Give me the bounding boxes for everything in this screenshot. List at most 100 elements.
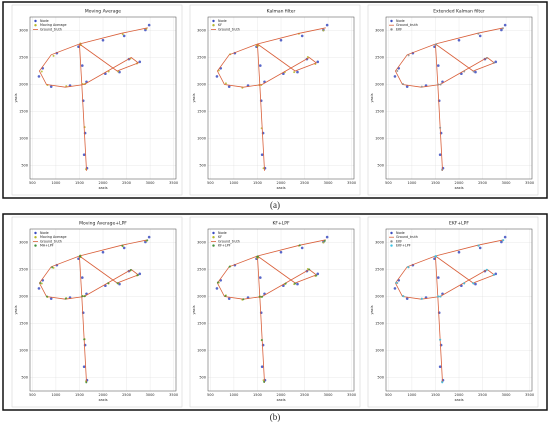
x-axis-label: xaxis: [98, 398, 107, 402]
legend-swatch: [34, 24, 37, 27]
point: [474, 282, 477, 286]
plot-area: [385, 16, 533, 180]
point: [500, 240, 503, 244]
y-tick-label: 500: [199, 376, 206, 380]
y-tick-label: 3000: [197, 241, 206, 245]
x-tick-label: 500: [207, 393, 214, 397]
x-tick-label: 1000: [229, 393, 238, 397]
point: [433, 257, 436, 261]
legend-swatch: [212, 19, 215, 23]
x-tick-label: 2000: [99, 181, 108, 185]
point: [472, 70, 475, 73]
point: [502, 239, 505, 242]
y-tick-label: 2500: [19, 268, 28, 272]
legend-label: EKF: [396, 239, 402, 243]
y-tick-label: 1500: [375, 322, 384, 326]
point: [215, 287, 219, 290]
y-tick-label: 3000: [19, 241, 28, 245]
chart-title: Moving Average: [85, 9, 121, 15]
plot-area: [29, 16, 177, 180]
point: [457, 250, 461, 254]
legend-label: Ground_truth: [218, 27, 240, 31]
y-tick-label: 500: [21, 164, 28, 168]
point: [81, 295, 84, 298]
x-tick-label: 2500: [122, 393, 131, 397]
y-tick-label: 1000: [19, 349, 28, 353]
point: [395, 281, 398, 284]
point: [485, 57, 488, 60]
point: [405, 85, 409, 88]
point: [420, 85, 423, 88]
point: [463, 282, 466, 285]
point: [436, 276, 440, 279]
point: [37, 75, 41, 78]
legend-swatch: [212, 24, 215, 27]
point: [503, 235, 507, 239]
legend-label: EKF+LPF: [396, 244, 411, 248]
point: [215, 75, 219, 78]
x-tick-label: 2000: [455, 393, 464, 397]
point: [77, 45, 80, 48]
legend-label: Ground_truth: [40, 27, 62, 31]
point: [477, 32, 480, 35]
y-tick-label: 2500: [375, 268, 384, 272]
point: [474, 70, 477, 74]
y-tick-label: 2000: [375, 83, 384, 87]
point: [263, 380, 266, 383]
point: [439, 83, 442, 86]
x-tick-label: 2500: [300, 393, 309, 397]
point: [80, 276, 84, 279]
point: [402, 295, 405, 298]
chart-title: Extended Kalman filter: [433, 9, 485, 15]
point: [138, 272, 142, 276]
point: [492, 273, 495, 276]
point: [393, 287, 397, 290]
x-tick-label: 2000: [277, 393, 286, 397]
point: [224, 294, 227, 297]
point: [494, 60, 498, 64]
x-tick-label: 1500: [75, 393, 84, 397]
y-tick-label: 2000: [19, 295, 28, 299]
x-tick-label: 3500: [525, 393, 534, 397]
point: [407, 266, 410, 269]
point: [39, 282, 42, 284]
y-tick-label: 3000: [19, 29, 28, 33]
y-tick-label: 1500: [19, 322, 28, 326]
x-tick-label: 3500: [347, 181, 356, 185]
point: [260, 153, 264, 156]
point: [438, 153, 442, 156]
point: [227, 85, 231, 88]
chart-title: Moving Average+LPF: [79, 221, 127, 227]
point: [261, 295, 264, 298]
y-tick-label: 3000: [375, 241, 384, 245]
point: [49, 297, 53, 300]
x-axis-label: xaxis: [276, 186, 285, 190]
x-tick-label: 3000: [502, 181, 511, 185]
point: [315, 274, 318, 277]
x-tick-label: 1000: [51, 393, 60, 397]
point: [457, 38, 461, 42]
trajectory-line: [38, 27, 148, 171]
panel: [189, 4, 361, 196]
x-tick-label: 1000: [407, 181, 416, 185]
x-tick-label: 2500: [478, 393, 487, 397]
y-tick-label: 2000: [19, 83, 28, 87]
point: [441, 381, 444, 384]
x-tick-label: 2000: [277, 181, 286, 185]
point: [224, 82, 227, 85]
point: [136, 274, 139, 277]
point: [300, 246, 304, 250]
point: [122, 246, 126, 250]
legend-swatch: [212, 244, 215, 247]
y-tick-label: 3000: [375, 29, 384, 33]
point: [107, 282, 110, 285]
x-tick-label: 1500: [253, 181, 262, 185]
chart-title: KF+LPF: [272, 221, 290, 227]
plot-area: [207, 16, 355, 180]
point: [279, 250, 283, 254]
panel: [189, 216, 361, 408]
y-tick-label: 2000: [375, 295, 384, 299]
point: [85, 381, 88, 384]
point: [83, 295, 86, 298]
point: [420, 297, 423, 300]
